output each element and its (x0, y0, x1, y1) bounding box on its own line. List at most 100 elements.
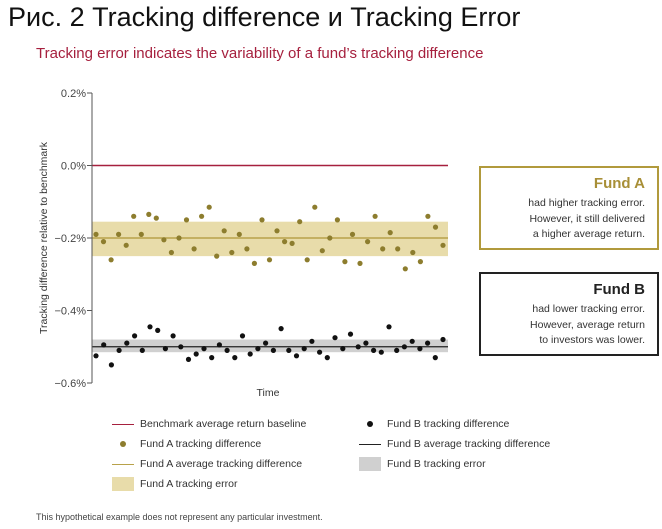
fund-b-point (340, 346, 346, 352)
fund-a-point (312, 204, 318, 210)
fund-a-point (440, 242, 446, 248)
fund-a-point (168, 249, 174, 256)
fund-a-point (153, 215, 159, 221)
fund-b-point (332, 335, 338, 341)
fund-b-point (185, 356, 192, 362)
fund-b-point (301, 346, 307, 352)
fund-a-callout-title: Fund A (593, 175, 645, 192)
fund-b-point (93, 353, 99, 359)
page-title: Рис. 2 Tracking difference и Tracking Er… (8, 2, 521, 32)
fund-b-callout-line: had lower tracking error. (532, 303, 645, 315)
fund-a-point (266, 257, 273, 263)
legend-fund-b-points-label: Fund B tracking difference (387, 418, 510, 430)
fund-b-point (394, 347, 400, 353)
fund-a-point (327, 235, 333, 241)
fund-a-point (342, 259, 348, 265)
fund-a-point (229, 249, 235, 256)
fund-a-point (282, 239, 288, 245)
fund-b-point (263, 340, 269, 346)
fund-a-point (274, 228, 280, 234)
fund-a-point (297, 219, 303, 225)
fund-b-point (162, 346, 168, 352)
fund-b-point (170, 333, 176, 339)
fund-b-point (386, 324, 392, 330)
fund-a-point (365, 239, 371, 245)
fund-a-point (123, 242, 129, 248)
fund-a-point (319, 248, 325, 254)
legend-fund-b-error-swatch (359, 457, 381, 471)
legend-fund-b-points: Fund B tracking difference (359, 415, 509, 433)
y-axis-title: Tracking difference relative to benchmar… (38, 141, 50, 334)
fund-b-point (201, 346, 207, 352)
legend-fund-b-error-label: Fund B tracking error (387, 458, 486, 470)
fund-a-point (259, 217, 265, 223)
fund-b-point (401, 344, 407, 350)
fund-a-point (357, 260, 363, 266)
fund-a-point (199, 213, 205, 219)
fund-b-point (147, 324, 153, 330)
fund-b-point (155, 327, 161, 333)
fund-a-point (206, 204, 212, 210)
fund-b-point (371, 347, 377, 353)
fund-a-point (410, 249, 416, 256)
legend-fund-b-avg: Fund B average tracking difference (359, 435, 550, 453)
fund-a-point (138, 231, 144, 237)
x-axis-title: Time (257, 387, 280, 399)
fund-b-point (278, 326, 284, 332)
fund-a-point (236, 231, 242, 237)
fund-b-point (440, 336, 446, 343)
fund-b-point (132, 333, 138, 339)
fund-b-point (270, 347, 276, 353)
fund-a-point (417, 259, 423, 265)
fund-b-point (324, 355, 330, 361)
y-tick-label: −0.6% (55, 378, 87, 390)
fund-a-point (395, 246, 401, 252)
fund-b-point (209, 355, 215, 361)
legend-fund-a-points-label: Fund A tracking difference (140, 438, 262, 450)
fund-b-point (108, 362, 114, 368)
fund-a-callout-line: However, it still delivered (529, 212, 645, 225)
legend-fund-b-error: Fund B tracking error (359, 455, 486, 473)
fund-b-point (378, 349, 384, 355)
fund-b-point (432, 355, 438, 361)
fund-a-point (161, 237, 167, 243)
legend-fund-a-avg-label: Fund A average tracking difference (140, 458, 303, 470)
y-tick-label: 0.0% (61, 161, 86, 173)
fund-a-callout: Fund A had higher tracking error. Howeve… (479, 166, 659, 250)
fund-b-point (355, 344, 361, 350)
fund-b-point (247, 351, 253, 357)
legend-benchmark-label: Benchmark average return baseline (140, 418, 307, 430)
fund-b-point (286, 347, 292, 353)
fund-b-point (347, 331, 354, 337)
fund-a-point (304, 257, 310, 263)
legend-fund-b-avg-label: Fund B average tracking difference (387, 438, 551, 450)
fund-b-callout: Fund B had lower tracking error. However… (479, 272, 659, 356)
fund-b-point (309, 338, 315, 344)
footnote: This hypothetical example does not repre… (36, 512, 323, 522)
fund-a-callout-line: a higher average return. (532, 228, 645, 240)
fund-b-point (317, 349, 323, 355)
y-tick-label: 0.2% (61, 88, 86, 100)
fund-b-point (255, 346, 261, 352)
legend-fund-a-error-swatch (112, 477, 134, 491)
chart-legend: Benchmark average return baseline Fund A… (112, 415, 572, 495)
legend-fund-a-points: Fund A tracking difference (112, 435, 261, 453)
fund-a-point (183, 217, 190, 223)
fund-a-point (425, 213, 431, 219)
fund-b-point (417, 346, 423, 352)
fund-b-point (101, 342, 107, 348)
fund-b-point (216, 342, 222, 348)
fund-b-point (425, 340, 431, 346)
fund-a-callout-line: had higher tracking error. (528, 197, 645, 209)
fund-b-callout-title: Fund B (593, 281, 645, 298)
fund-a-point (191, 246, 197, 252)
fund-a-point (146, 211, 152, 217)
fund-a-point (372, 213, 378, 219)
y-tick-label: −0.2% (55, 233, 87, 245)
legend-benchmark-swatch (112, 423, 134, 425)
fund-a-point (380, 246, 386, 252)
fund-b-point (239, 333, 246, 339)
legend-fund-a-avg-swatch (112, 463, 134, 465)
legend-fund-a-error: Fund A tracking error (112, 475, 237, 493)
